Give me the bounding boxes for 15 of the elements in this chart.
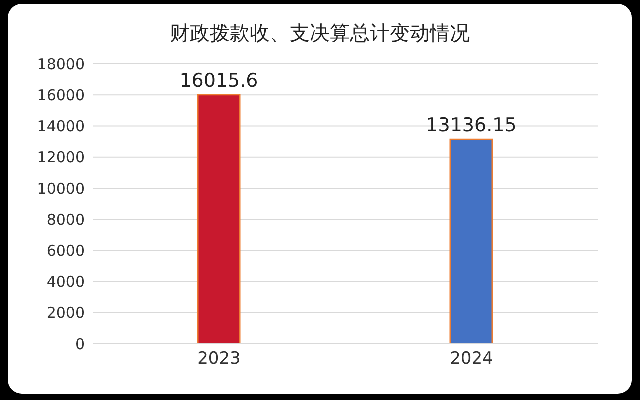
y-tick-label: 14000 [37, 118, 85, 136]
y-tick-label: 2000 [46, 304, 85, 322]
chart-title: 财政拨款收、支决算总计变动情况 [169, 20, 471, 47]
x-tick-label: 2023 [198, 349, 241, 370]
y-tick-label: 6000 [46, 242, 85, 260]
y-tick-label: 10000 [37, 180, 85, 198]
data-label: 16015.6 [180, 70, 258, 92]
x-tick-label: 2024 [450, 349, 494, 370]
y-tick-label: 12000 [37, 148, 85, 167]
y-tick-label: 4000 [46, 273, 85, 292]
y-tick-label: 8000 [46, 210, 85, 229]
y-tick-label: 16000 [37, 86, 85, 104]
data-label: 13136.15 [426, 114, 517, 137]
y-tick-label: 0 [75, 335, 85, 354]
y-tick-label: 18000 [37, 55, 85, 74]
